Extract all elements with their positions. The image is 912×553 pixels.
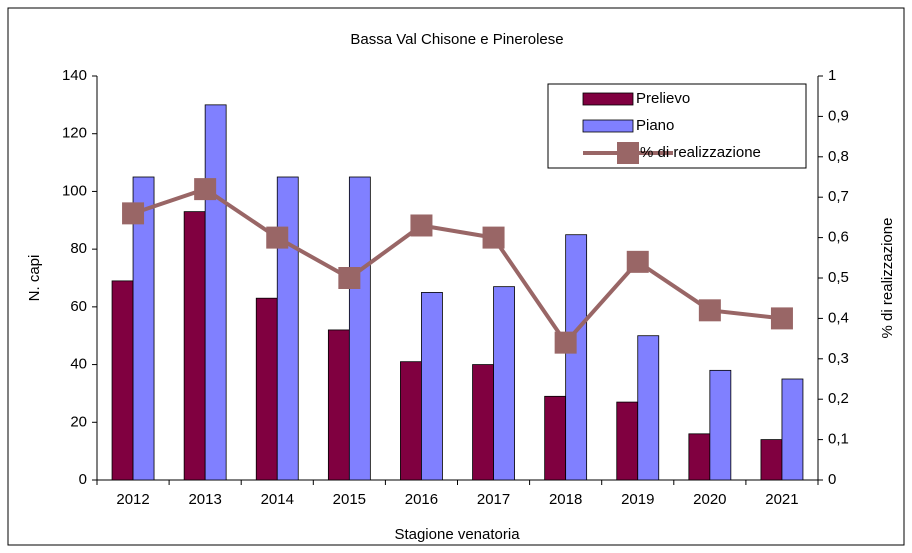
line-marker — [122, 202, 145, 225]
y-tick-label: 80 — [70, 240, 87, 257]
y-tick-label: 140 — [62, 67, 87, 84]
bar — [183, 211, 206, 481]
y-tick-label: 60 — [70, 298, 87, 315]
y2-tick-label: 0 — [828, 471, 836, 488]
bar — [204, 104, 227, 481]
y-axis-label: N. capi — [26, 255, 43, 302]
x-tick-label: 2017 — [477, 491, 510, 508]
y-tick-label: 20 — [70, 413, 87, 430]
line-marker — [554, 331, 577, 354]
bar — [544, 395, 567, 481]
bar — [616, 401, 639, 481]
line-marker — [770, 307, 793, 330]
x-tick-label: 2012 — [116, 491, 149, 508]
bar — [709, 369, 732, 481]
x-tick-label: 2015 — [333, 491, 366, 508]
bar — [421, 292, 443, 481]
x-axis-label: Stagione venatoria — [394, 526, 520, 543]
x-tick-label: 2016 — [405, 491, 438, 508]
bar — [327, 329, 350, 481]
bar — [111, 280, 134, 481]
y2-tick-label: 0,6 — [828, 229, 849, 246]
line-marker — [410, 214, 433, 237]
y2-tick-label: 1 — [828, 67, 836, 84]
y2-tick-label: 0,8 — [828, 148, 849, 165]
bar — [493, 286, 515, 481]
bar — [760, 439, 783, 481]
y-tick-label: 120 — [62, 125, 87, 142]
x-tick-label: 2021 — [765, 491, 798, 508]
legend-label: Prelievo — [636, 90, 690, 107]
y2-tick-label: 0,5 — [828, 269, 849, 286]
legend-swatch — [582, 92, 634, 106]
line-marker — [626, 250, 649, 273]
bar — [688, 433, 711, 481]
legend-swatch — [582, 119, 634, 133]
x-tick-label: 2019 — [621, 491, 654, 508]
y2-tick-label: 0,9 — [828, 107, 849, 124]
bar — [132, 176, 155, 481]
line-marker — [338, 267, 361, 289]
line-marker — [266, 226, 289, 249]
bar — [637, 335, 660, 481]
y-tick-label: 0 — [79, 471, 87, 488]
y2-tick-label: 0,1 — [828, 431, 849, 448]
legend-marker — [617, 142, 639, 164]
bar — [565, 234, 588, 481]
bar — [255, 297, 278, 481]
y2-tick-label: 0,3 — [828, 350, 849, 367]
line-marker — [194, 178, 217, 201]
y2-tick-label: 0,4 — [828, 309, 849, 326]
line — [132, 186, 783, 346]
line-marker — [698, 299, 721, 322]
bar — [781, 378, 804, 481]
legend-label: Piano — [636, 117, 674, 134]
bar — [348, 176, 371, 481]
x-tick-label: 2018 — [549, 491, 582, 508]
bar — [472, 364, 494, 481]
y-tick-label: 40 — [70, 356, 87, 373]
x-tick-label: 2014 — [261, 491, 294, 508]
bar — [400, 361, 422, 481]
chart-title: Bassa Val Chisone e Pinerolese — [350, 31, 563, 48]
x-tick-label: 2013 — [188, 491, 221, 508]
line-marker — [482, 226, 505, 249]
y-tick-label: 100 — [62, 182, 87, 199]
x-tick-label: 2020 — [693, 491, 726, 508]
y2-tick-label: 0,7 — [828, 188, 849, 205]
y2-axis-label: % di realizzazione — [879, 218, 896, 339]
bar — [276, 176, 299, 481]
y2-tick-label: 0,2 — [828, 390, 849, 407]
legend-label: % di realizzazione — [640, 144, 761, 161]
